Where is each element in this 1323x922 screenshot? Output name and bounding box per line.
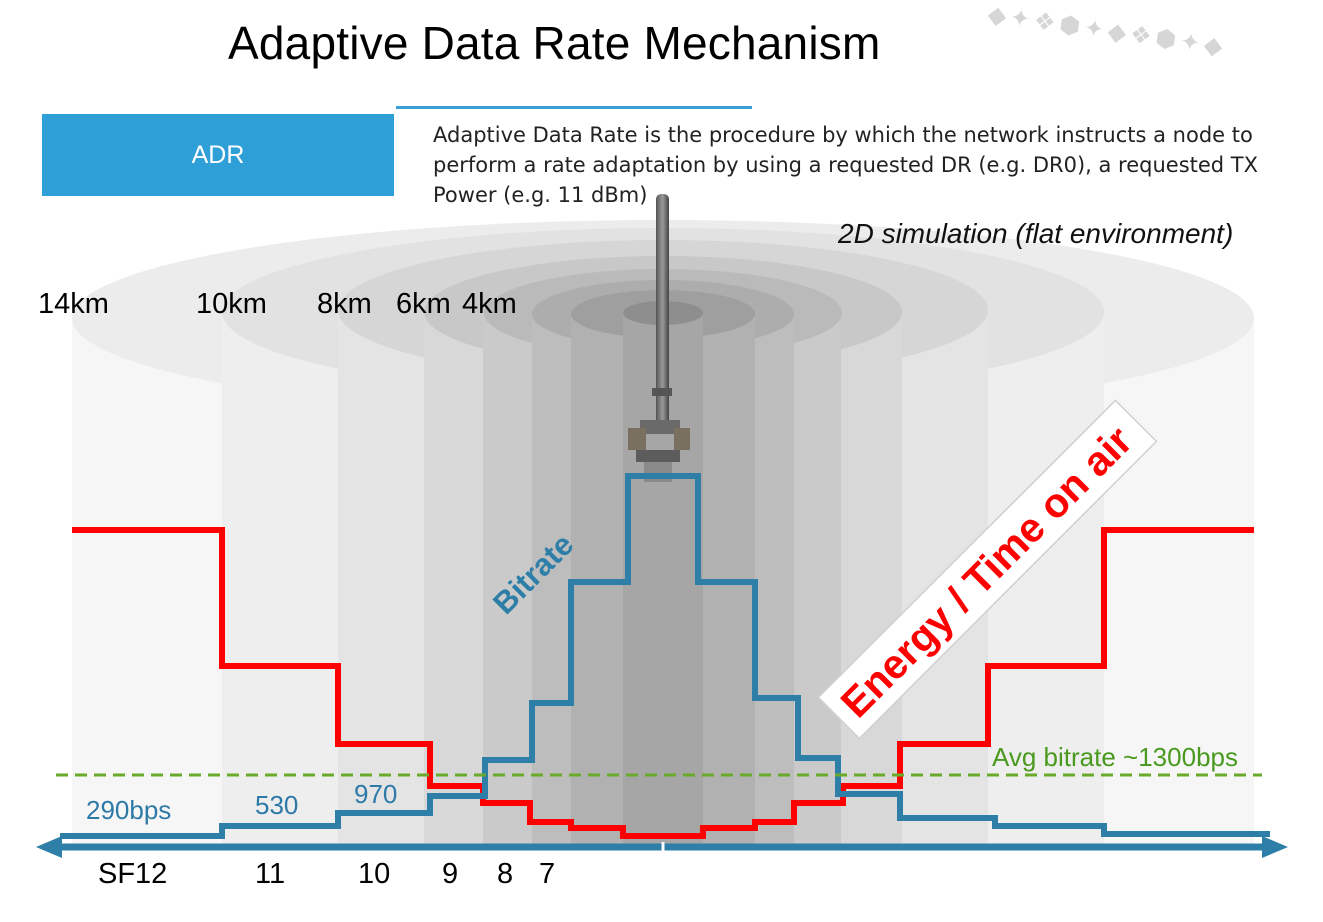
page-title: Adaptive Data Rate Mechanism — [228, 17, 881, 69]
simulation-label: 2D simulation (flat environment) — [838, 218, 1234, 249]
bitrate-label-sf10: 970 — [354, 779, 398, 809]
bitrate-label-sf11: 530 — [255, 790, 299, 820]
header-divider — [396, 106, 752, 109]
distance-label-6km: 6km — [396, 288, 451, 320]
antenna-icon — [628, 194, 690, 482]
sf-label-12: SF12 — [98, 858, 168, 890]
adr-description: Adaptive Data Rate is the procedure by w… — [433, 123, 1259, 207]
distance-label-8km: 8km — [317, 288, 372, 320]
sf-label-7: 7 — [539, 858, 556, 890]
energy-label-box — [817, 399, 1158, 740]
distance-label-4km: 4km — [462, 288, 517, 320]
bitrate-label-sf12: 290bps — [86, 795, 172, 825]
sf-label-8: 8 — [497, 858, 514, 890]
distance-label-14km: 14km — [38, 288, 109, 320]
sf-label-9: 9 — [442, 858, 459, 890]
energy-curve — [72, 527, 1254, 839]
avg-bitrate-label: Avg bitrate ~1300bps — [992, 742, 1238, 772]
sf-label-10: 10 — [358, 858, 391, 890]
sf-label-11: 11 — [255, 858, 286, 890]
sf-axis-arrow — [36, 836, 1288, 858]
adr-label-box: ADR — [42, 114, 394, 196]
bitrate-curve — [60, 473, 1270, 839]
distance-label-10km: 10km — [196, 288, 267, 320]
adr-label: ADR — [191, 140, 245, 169]
